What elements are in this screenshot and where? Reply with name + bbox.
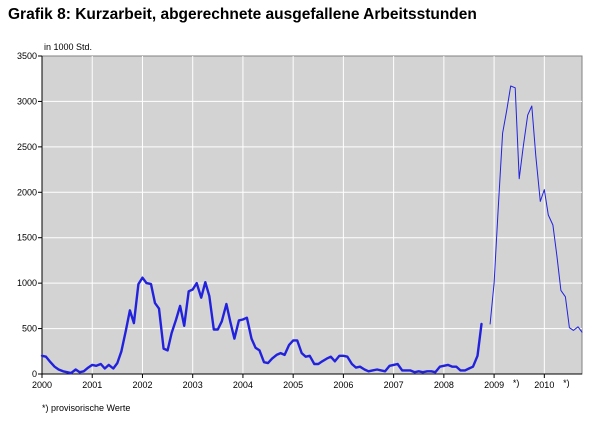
y-tick-label: 1000 <box>17 278 37 288</box>
chart-title: Grafik 8: Kurzarbeit, abgerechnete ausge… <box>8 6 477 23</box>
x-tick-label: 2007 <box>384 380 404 390</box>
x-tick-label: 2002 <box>132 380 152 390</box>
y-tick-label: 2500 <box>17 142 37 152</box>
provisional-mark: *) <box>563 378 570 388</box>
y-axis-label: in 1000 Std. <box>44 42 92 52</box>
series-layer <box>40 85 583 375</box>
y-tick-label: 3000 <box>17 96 37 106</box>
tick-labels: 0 500 1000 1500 2000 2500 3000 3500 2000 2001 2002… <box>17 42 570 390</box>
x-tick-label: 2004 <box>233 380 253 390</box>
x-tick-label: 2001 <box>82 380 102 390</box>
y-tick-label: 1500 <box>17 233 37 243</box>
axes <box>38 55 582 378</box>
series-line-final <box>40 276 483 375</box>
x-tick-label: 2010 <box>534 380 554 390</box>
provisional-mark: *) <box>513 378 520 388</box>
plot-background <box>41 55 583 375</box>
grid-lines <box>42 56 582 374</box>
footnote: *) provisorische Werte <box>42 403 131 413</box>
y-tick-label: 3500 <box>17 51 37 61</box>
series-line-provisional <box>489 85 583 333</box>
x-tick-label: 2006 <box>333 380 353 390</box>
x-tick-label: 2009 <box>484 380 504 390</box>
y-tick-label: 2000 <box>17 187 37 197</box>
x-tick-label: 2003 <box>183 380 203 390</box>
x-tick-label: 2000 <box>32 380 52 390</box>
y-tick-label: 0 <box>32 369 37 379</box>
x-tick-label: 2005 <box>283 380 303 390</box>
plot-area <box>41 55 583 375</box>
y-tick-label: 500 <box>22 324 37 334</box>
x-tick-label: 2008 <box>434 380 454 390</box>
